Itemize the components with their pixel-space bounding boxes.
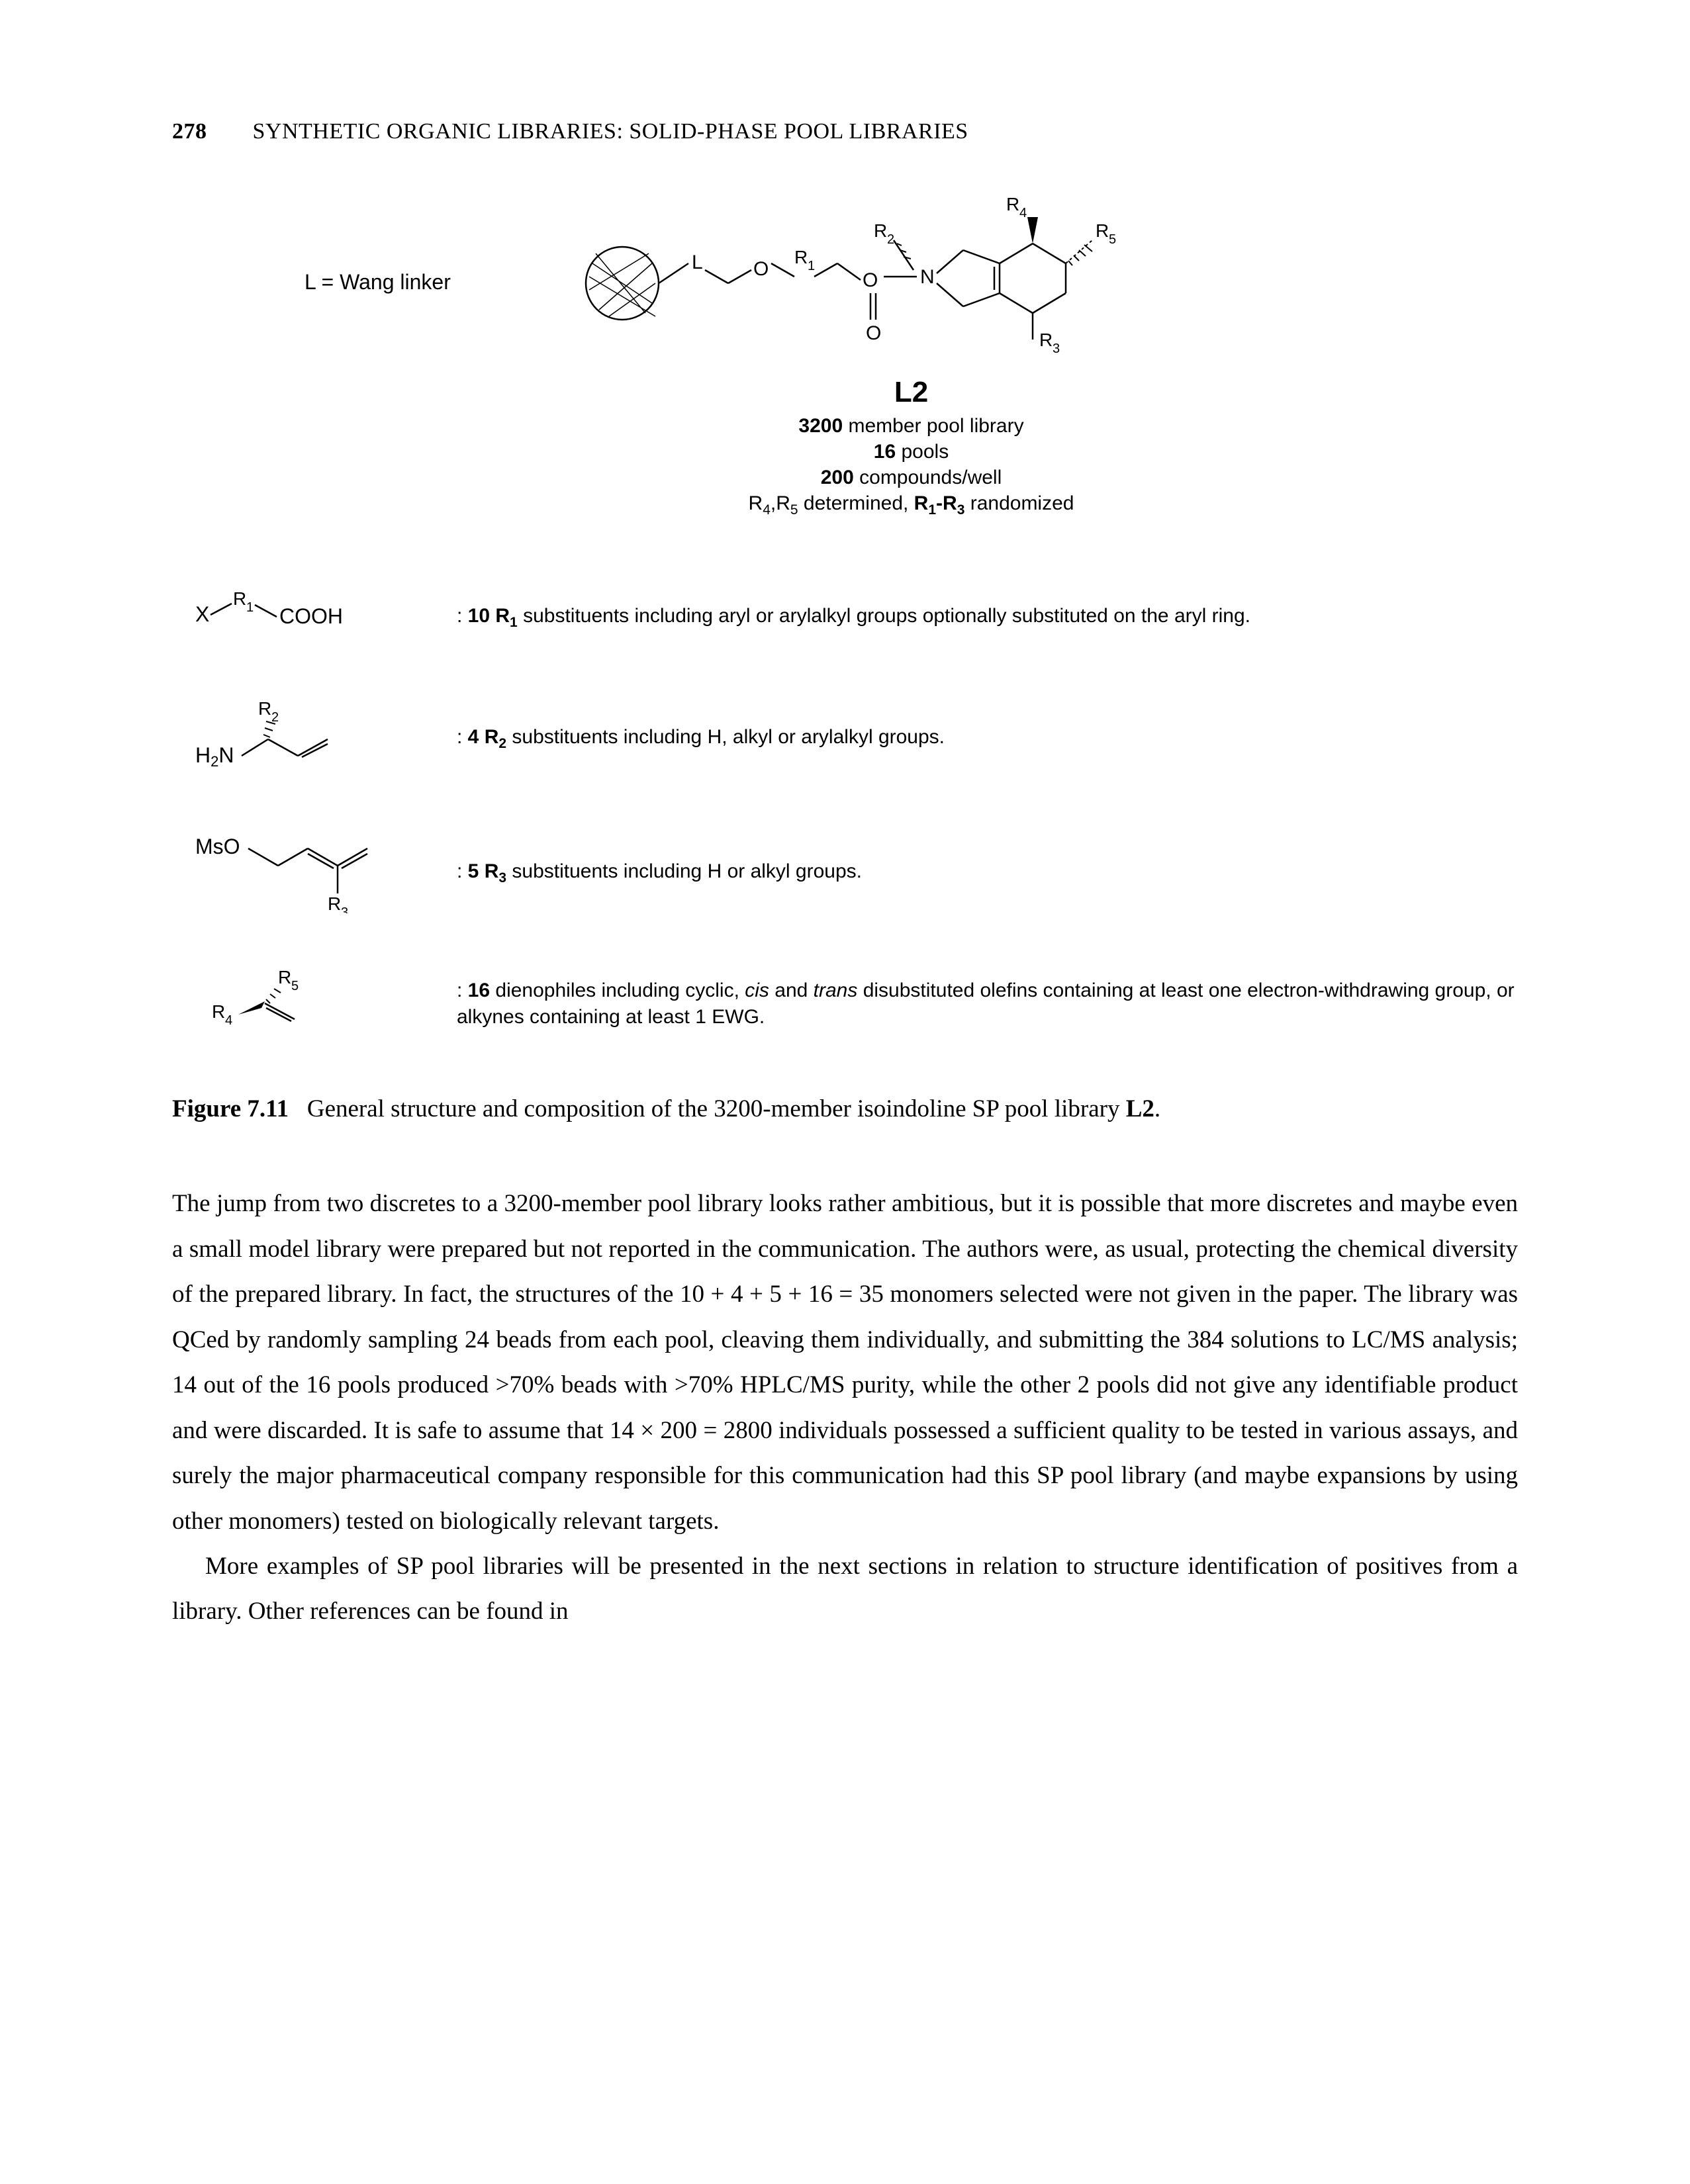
svg-text:R: R: [1006, 194, 1019, 214]
svg-text:R: R: [233, 588, 246, 609]
monomer-row-3: MsO R 3 : 5 R3 substituents including H …: [192, 827, 1518, 919]
svg-text:1: 1: [246, 600, 254, 615]
figure-area: L = Wang linker L O R 1: [172, 177, 1518, 1128]
page-number: 278: [172, 119, 207, 144]
svg-text:N: N: [920, 266, 935, 288]
svg-text:O: O: [753, 258, 769, 280]
svg-text:COOH: COOH: [279, 604, 343, 628]
monomer-structure-1: X R 1 COOH: [192, 585, 444, 650]
svg-text:O: O: [866, 322, 881, 344]
svg-text:5: 5: [291, 979, 299, 993]
main-structure-diagram: L = Wang linker L O R 1: [305, 177, 1518, 363]
monomer-structure-4: R 4 R 5: [192, 965, 444, 1043]
monomer-row-4: R 4 R 5 : 16 dienophiles including cycli…: [192, 965, 1518, 1043]
monomer-structure-2: H2N R 2: [192, 696, 444, 781]
svg-text:MsO: MsO: [195, 835, 240, 858]
svg-text:4: 4: [225, 1013, 232, 1028]
info-line-3: 200 compounds/well: [305, 465, 1518, 490]
monomer-row-1: X R 1 COOH : 10 R1 substituents includin…: [192, 585, 1518, 650]
paragraph-1: The jump from two discretes to a 3200-me…: [172, 1181, 1518, 1544]
library-code: L2: [305, 376, 1518, 409]
monomer-row-2: H2N R 2 : 4 R2 substituents including H,…: [192, 696, 1518, 781]
svg-text:R: R: [328, 893, 341, 913]
svg-text:R: R: [278, 967, 291, 987]
monomer-desc-4: : 16 dienophiles including cyclic, cis a…: [444, 978, 1518, 1031]
svg-text:X: X: [195, 602, 209, 626]
body-text: The jump from two discretes to a 3200-me…: [172, 1181, 1518, 1634]
linker-label: L = Wang linker: [305, 270, 451, 295]
svg-text:R: R: [794, 247, 808, 267]
svg-text:2: 2: [887, 232, 894, 247]
svg-text:O: O: [863, 269, 878, 291]
svg-text:2: 2: [271, 710, 279, 725]
svg-text:1: 1: [808, 259, 815, 273]
svg-text:4: 4: [1019, 206, 1027, 220]
svg-text:L: L: [692, 251, 703, 273]
monomer-desc-1: : 10 R1 substituents including aryl or a…: [444, 603, 1250, 632]
figure-label: Figure 7.11: [172, 1095, 289, 1122]
svg-text:R: R: [1039, 330, 1053, 350]
info-line-1: 3200 member pool library: [305, 413, 1518, 439]
caption-text: General structure and composition of the…: [307, 1095, 1126, 1122]
info-line-2: 16 pools: [305, 439, 1518, 465]
chemical-structure-svg: L O R 1 O O N R 2: [583, 177, 1178, 363]
svg-text:R: R: [212, 1001, 225, 1022]
page-header: 278 SYNTHETIC ORGANIC LIBRARIES: SOLID-P…: [172, 119, 1518, 144]
svg-text:R: R: [874, 220, 887, 241]
figure-caption: Figure 7.11 General structure and compos…: [172, 1089, 1518, 1128]
monomer-desc-3: : 5 R3 substituents including H or alkyl…: [444, 858, 862, 887]
library-info-block: L2 3200 member pool library 16 pools 200…: [305, 376, 1518, 519]
svg-text:5: 5: [1109, 232, 1116, 247]
monomer-structure-3: MsO R 3: [192, 827, 444, 919]
running-title: SYNTHETIC ORGANIC LIBRARIES: SOLID-PHASE…: [253, 119, 968, 144]
svg-text:3: 3: [341, 905, 348, 913]
svg-text:3: 3: [1053, 341, 1060, 356]
svg-text:R: R: [258, 698, 271, 719]
svg-text:H2N: H2N: [195, 743, 234, 770]
info-line-4: R4,R5 determined, R1-R3 randomized: [305, 490, 1518, 519]
paragraph-2: More examples of SP pool libraries will …: [172, 1544, 1518, 1635]
caption-lib-code: L2: [1126, 1095, 1154, 1122]
svg-text:R: R: [1096, 220, 1109, 241]
monomer-desc-2: : 4 R2 substituents including H, alkyl o…: [444, 724, 945, 753]
